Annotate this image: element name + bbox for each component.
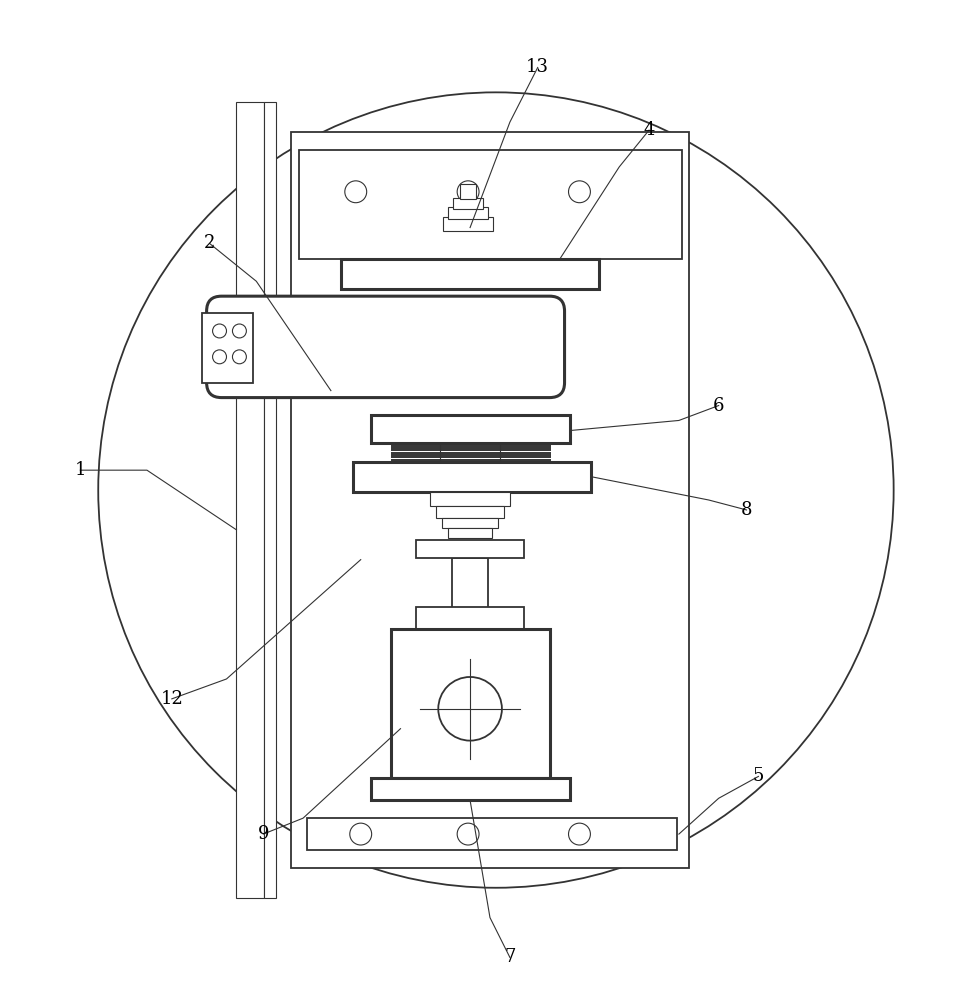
- Bar: [442, 518, 498, 528]
- Bar: [299, 150, 682, 259]
- Bar: [201, 313, 254, 383]
- Text: 12: 12: [160, 690, 184, 708]
- Text: 7: 7: [504, 948, 515, 966]
- Circle shape: [569, 181, 590, 203]
- Bar: [448, 207, 488, 219]
- Bar: [236, 102, 264, 898]
- Bar: [460, 184, 476, 199]
- Text: 9: 9: [258, 825, 269, 843]
- Circle shape: [350, 823, 371, 845]
- Circle shape: [98, 92, 893, 888]
- Bar: [292, 132, 689, 868]
- Bar: [440, 415, 500, 492]
- Circle shape: [232, 324, 246, 338]
- Text: 1: 1: [75, 461, 87, 479]
- Bar: [416, 607, 524, 629]
- Bar: [416, 540, 524, 558]
- Text: 13: 13: [526, 58, 549, 76]
- Bar: [370, 415, 570, 443]
- Bar: [453, 198, 483, 209]
- Text: 8: 8: [741, 501, 752, 519]
- Bar: [264, 102, 276, 898]
- Circle shape: [569, 823, 590, 845]
- Bar: [307, 818, 677, 850]
- Circle shape: [213, 350, 226, 364]
- Bar: [353, 462, 591, 492]
- Circle shape: [438, 677, 502, 741]
- Text: 4: 4: [643, 121, 655, 139]
- Circle shape: [213, 324, 226, 338]
- Circle shape: [457, 823, 479, 845]
- Bar: [341, 259, 600, 289]
- Text: 6: 6: [712, 397, 724, 415]
- Bar: [443, 217, 493, 231]
- Text: 2: 2: [204, 234, 215, 252]
- Circle shape: [345, 181, 366, 203]
- Bar: [370, 778, 570, 800]
- FancyBboxPatch shape: [207, 296, 565, 398]
- Text: 5: 5: [752, 767, 764, 785]
- Circle shape: [232, 350, 246, 364]
- Bar: [391, 629, 549, 778]
- Circle shape: [457, 181, 479, 203]
- Bar: [448, 528, 492, 538]
- Bar: [436, 506, 503, 518]
- Bar: [452, 558, 488, 609]
- Bar: [431, 492, 510, 506]
